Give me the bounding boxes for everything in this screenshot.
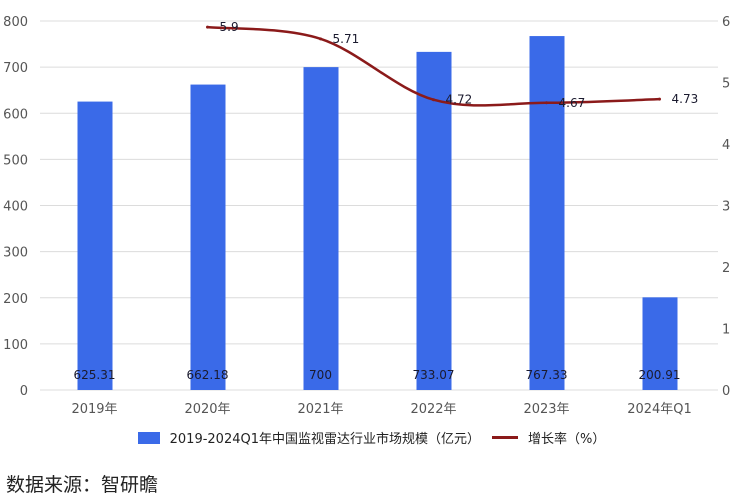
y-left-tick-label: 400 <box>3 200 28 215</box>
legend-line-swatch <box>492 436 518 439</box>
y-right-tick-label: 6 <box>722 15 730 30</box>
y-left-tick-label: 300 <box>3 246 28 261</box>
bar-data-label: 200.91 <box>639 368 681 382</box>
growth-data-label: 5.71 <box>333 32 360 46</box>
bar <box>77 101 113 391</box>
growth-point <box>432 98 435 102</box>
bar-data-label: 625.31 <box>74 368 116 382</box>
y-left-tick-label: 100 <box>3 338 28 353</box>
growth-data-label: 4.73 <box>672 92 699 106</box>
legend-line-label: 增长率（%） <box>528 432 606 447</box>
bar-data-label: 733.07 <box>413 368 455 382</box>
bar <box>303 67 339 390</box>
bar-data-label: 662.18 <box>187 368 229 382</box>
x-tick-label: 2022年 <box>410 402 456 417</box>
y-left-tick-label: 800 <box>3 15 28 30</box>
bar <box>416 51 452 391</box>
growth-point <box>206 25 209 29</box>
bar-data-label: 767.33 <box>526 368 568 382</box>
growth-point <box>545 101 548 105</box>
y-left-tick-label: 200 <box>3 292 28 307</box>
bar <box>190 84 226 391</box>
growth-data-label: 5.9 <box>220 20 239 34</box>
y-left-tick-label: 700 <box>3 61 28 76</box>
growth-data-label: 4.72 <box>446 93 473 107</box>
legend-bar-swatch <box>137 431 160 444</box>
growth-data-label: 4.67 <box>559 96 586 110</box>
legend: 2019-2024Q1年中国监视雷达行业市场规模（亿元） 增长率（%） <box>0 428 743 447</box>
y-left-tick-label: 500 <box>3 153 28 168</box>
bar <box>642 297 678 390</box>
x-tick-label: 2019年 <box>71 402 117 417</box>
x-tick-label: 2023年 <box>523 402 569 417</box>
bar-data-label: 700 <box>309 368 332 382</box>
y-right-tick-label: 3 <box>722 200 730 215</box>
y-left-tick-label: 600 <box>3 107 28 122</box>
y-right-tick-label: 5 <box>722 77 730 92</box>
y-right-tick-label: 4 <box>722 138 730 153</box>
y-right-tick-label: 1 <box>722 323 730 338</box>
bar <box>529 36 565 391</box>
x-tick-label: 2020年 <box>184 402 230 417</box>
legend-bar-label: 2019-2024Q1年中国监视雷达行业市场规模（亿元） <box>169 432 480 447</box>
data-source: 数据来源：智研瞻 <box>6 474 159 496</box>
x-tick-label: 2024年Q1 <box>627 402 692 417</box>
x-tick-label: 2021年 <box>297 402 343 417</box>
y-right-tick-label: 2 <box>722 261 730 276</box>
y-left-tick-label: 0 <box>20 384 28 399</box>
growth-point <box>319 37 322 41</box>
y-right-tick-label: 0 <box>722 384 730 399</box>
growth-point <box>658 97 661 101</box>
chart: 0 100 200 300 400 500 600 700 800 0 1 2 3 4 5 6 625.31 20… <box>3 15 730 417</box>
